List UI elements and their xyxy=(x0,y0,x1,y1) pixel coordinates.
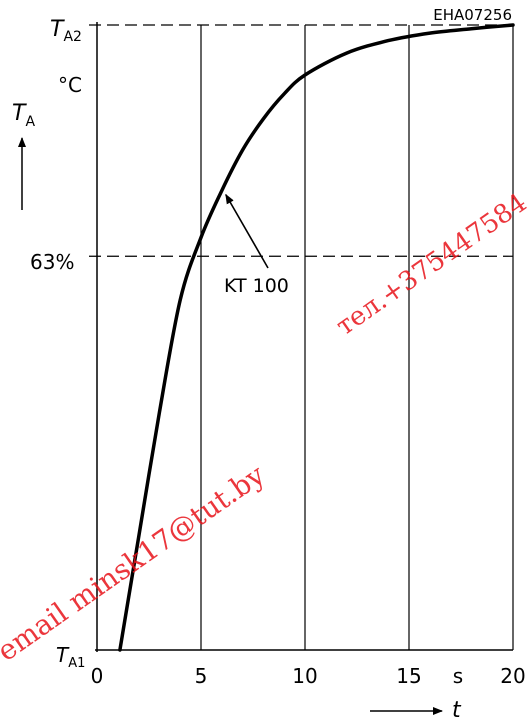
y-axis-label-main: T xyxy=(12,101,27,126)
annotation-leader-arrow xyxy=(225,193,269,269)
x-tick-label-5: 5 xyxy=(195,664,208,688)
y-top-label-sub: A2 xyxy=(63,29,81,45)
x-axis-label: t xyxy=(452,698,462,722)
watermark-phone: тел.+375447584 xyxy=(331,188,532,342)
x-tick-label-20: 20 xyxy=(500,664,525,688)
grid xyxy=(89,24,514,650)
watermark-email: email minsk17@tut.by xyxy=(0,458,271,668)
series-line-0 xyxy=(118,23,515,652)
y-axis-label-sub: A xyxy=(25,114,35,130)
curve-layer xyxy=(118,23,515,652)
plot-frame xyxy=(95,22,513,652)
x-tick-label-15: 15 xyxy=(396,664,421,688)
y-bottom-label-sub: A1 xyxy=(68,656,85,671)
x-tick-label-10: 10 xyxy=(292,664,317,688)
y-top-label: TA2 xyxy=(50,17,82,45)
y-unit: °C xyxy=(58,73,82,97)
annotation-layer xyxy=(225,193,269,269)
x-tick-label-0: 0 xyxy=(91,664,104,688)
y-axis-label: TA xyxy=(12,101,35,130)
y-bottom-label: TA1 xyxy=(56,643,85,671)
x-tick-labels: 0 5 10 15 20 xyxy=(91,664,526,688)
y-mid-label: 63% xyxy=(30,250,74,274)
y-top-label-main: T xyxy=(50,17,65,42)
x-unit: s xyxy=(453,664,463,688)
figure-code: EHA07256 xyxy=(433,6,512,24)
curve-annotation-label: KT 100 xyxy=(224,275,289,297)
y-bottom-label-main: T xyxy=(56,643,70,667)
